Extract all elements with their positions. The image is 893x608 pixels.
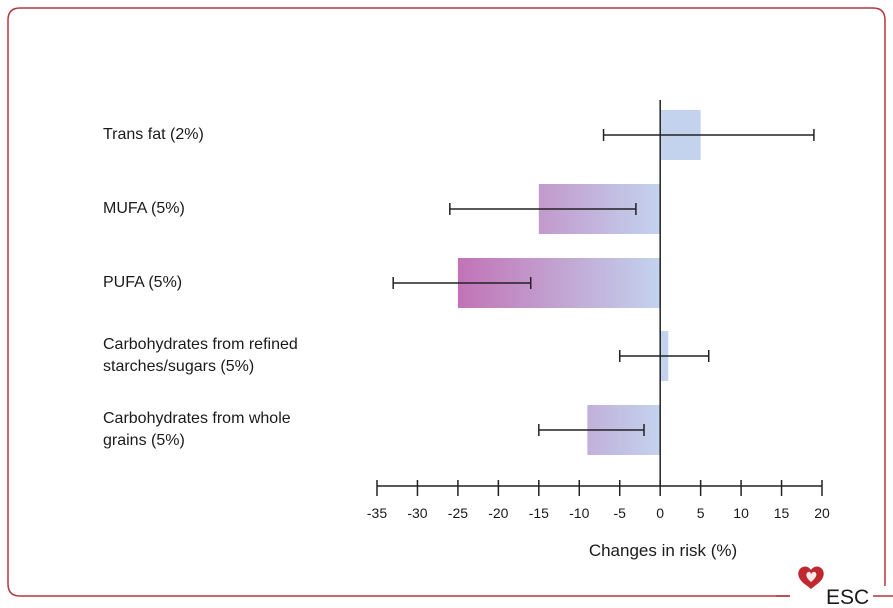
category-label-1: MUFA (5%) bbox=[103, 200, 185, 217]
error-bar-1 bbox=[449, 203, 637, 215]
error-bar-2 bbox=[392, 277, 532, 289]
x-tick-label: -30 bbox=[407, 505, 427, 521]
x-tick-label: -20 bbox=[488, 505, 508, 521]
x-tick-label: 15 bbox=[774, 505, 790, 521]
x-tick-label: -15 bbox=[529, 505, 549, 521]
x-tick-label: 20 bbox=[814, 505, 830, 521]
error-bar-4 bbox=[538, 424, 645, 436]
error-bar-3 bbox=[618, 350, 710, 362]
heart-icon bbox=[798, 566, 824, 589]
x-axis-label: Changes in risk (%) bbox=[589, 541, 737, 560]
x-tick-label: 5 bbox=[697, 505, 705, 521]
category-label-2: PUFA (5%) bbox=[103, 274, 183, 291]
category-label-3: Carbohydrates from refined starches/suga… bbox=[103, 336, 298, 375]
x-tick-label: -5 bbox=[614, 505, 627, 521]
x-tick-label: -35 bbox=[367, 505, 387, 521]
x-tick-label: -25 bbox=[448, 505, 468, 521]
esc-logo: ESC bbox=[798, 566, 869, 608]
frame-border bbox=[7, 7, 886, 597]
x-tick-label: -10 bbox=[569, 505, 589, 521]
category-label-4: Carbohydrates from whole grains (5%) bbox=[103, 410, 291, 449]
error-bars-layer bbox=[392, 129, 815, 436]
logo-backdrop bbox=[790, 586, 886, 608]
logo-text: ESC bbox=[826, 586, 869, 608]
error-bar-0 bbox=[602, 129, 815, 141]
x-tick-label: 10 bbox=[733, 505, 749, 521]
category-label-0: Trans fat (2%) bbox=[103, 126, 204, 143]
x-axis-ticks: -35 -30 -25 -20 -15 -10 -5 0 5 10 15 20 bbox=[367, 480, 830, 521]
x-tick-label: 0 bbox=[656, 505, 664, 521]
